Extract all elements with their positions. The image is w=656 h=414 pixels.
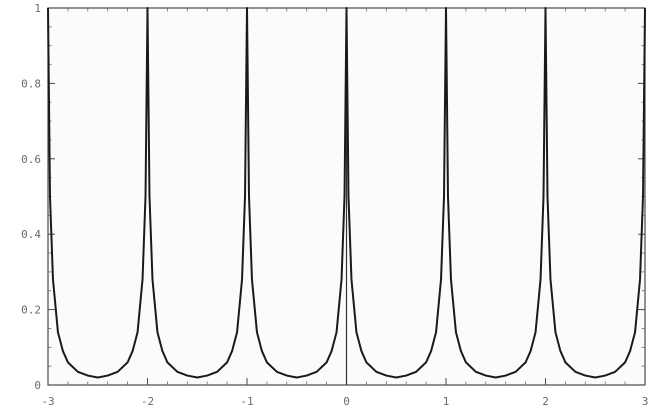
x-tick-label: -2	[141, 395, 154, 408]
y-tick-label: 0.4	[21, 228, 41, 241]
y-tick-label: 1	[34, 2, 41, 15]
series-line	[47, 7, 646, 379]
x-tick-label: 0	[343, 395, 350, 408]
x-tick-label: -1	[240, 395, 253, 408]
x-tick-labels: -3 -2 -1 0 1 2 3	[41, 395, 648, 408]
y-tick-label: 0.6	[21, 153, 41, 166]
y-tick-label: 0	[34, 379, 41, 392]
x-tick-label: -3	[41, 395, 54, 408]
y-tick-label: 0.2	[21, 304, 41, 317]
x-tick-label: 2	[542, 395, 549, 408]
y-tick-labels: 0 0.2 0.4 0.6 0.8 1	[21, 2, 41, 392]
y-tick-label: 0.8	[21, 77, 41, 90]
x-tick-label: 1	[443, 395, 450, 408]
x-tick-label: 3	[642, 395, 649, 408]
